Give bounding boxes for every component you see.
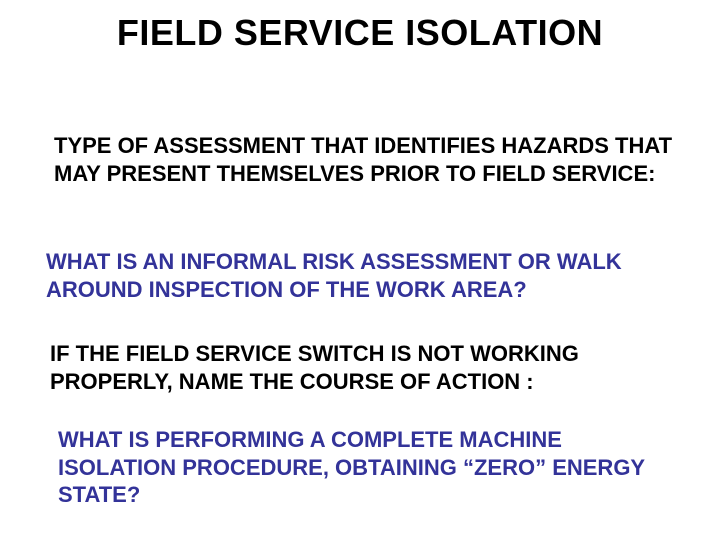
slide: FIELD SERVICE ISOLATION TYPE OF ASSESSME… [0,0,720,540]
answer-2: WHAT IS PERFORMING A COMPLETE MACHINE IS… [58,426,678,509]
question-2: IF THE FIELD SERVICE SWITCH IS NOT WORKI… [50,340,680,395]
question-1: TYPE OF ASSESSMENT THAT IDENTIFIES HAZAR… [54,132,674,187]
slide-title: FIELD SERVICE ISOLATION [0,12,720,54]
answer-1: WHAT IS AN INFORMAL RISK ASSESSMENT OR W… [46,248,676,303]
